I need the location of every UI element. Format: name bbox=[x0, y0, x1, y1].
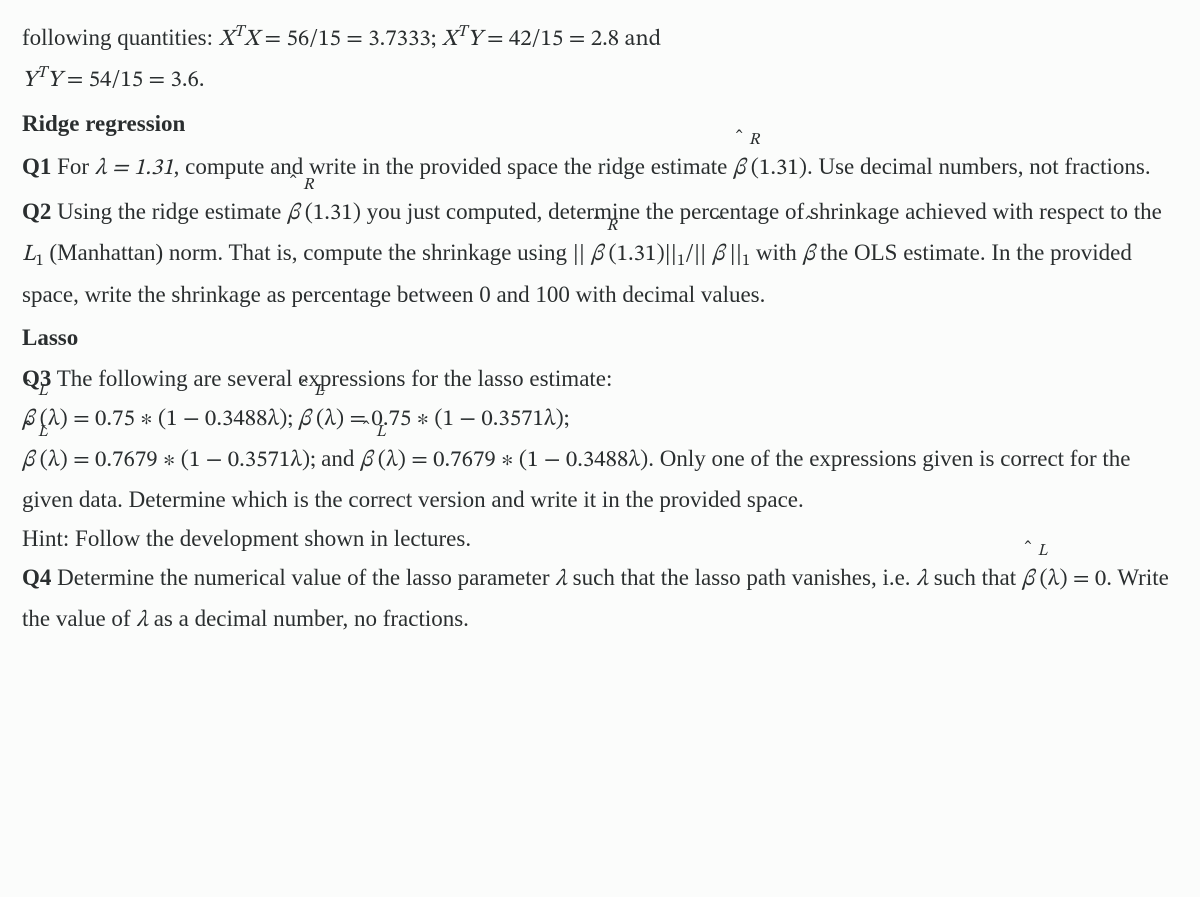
and: and bbox=[321, 446, 360, 471]
q3-equations-line2: ˆβL (λ) = 0.7679 ∗ (1 − 0.3571λ); and ˆβ… bbox=[22, 439, 1178, 519]
text: Determine the numerical value of the las… bbox=[51, 565, 555, 590]
document-body: following quantities: XTX = 56/15 = 3.73… bbox=[22, 18, 1178, 640]
math-yty: YTY bbox=[22, 69, 67, 92]
text: with bbox=[750, 240, 802, 265]
text: such that bbox=[928, 565, 1022, 590]
heading-ridge: Ridge regression bbox=[22, 104, 1178, 143]
text: , compute and write in the provided spac… bbox=[174, 154, 733, 179]
math-xty: XTY bbox=[442, 28, 487, 51]
text: . Use decimal numbers, not fractions. bbox=[807, 154, 1151, 179]
beta-hat-l: ˆβL bbox=[22, 449, 40, 472]
norm-open: || bbox=[573, 243, 585, 266]
text: = 56/15 = 3.7333; bbox=[264, 28, 441, 51]
text: Using the ridge estimate bbox=[51, 199, 287, 224]
math-xtx: XTX bbox=[219, 28, 265, 51]
beta-hat-r: ˆβR bbox=[733, 157, 751, 180]
eq2b: (λ) = 0.7679 ∗ (1 − 0.3488λ) bbox=[378, 449, 649, 472]
text: such that the lasso path vanishes, i.e. bbox=[567, 565, 916, 590]
eq1b: (λ) = 0.75 ∗ (1 − 0.3571λ); bbox=[316, 408, 569, 431]
text: (Manhattan) norm. That is, compute the s… bbox=[44, 240, 573, 265]
beta-hat-l: ˆβL bbox=[1022, 568, 1040, 591]
lambda: λ bbox=[555, 568, 567, 591]
q3-hint: Hint: Follow the development shown in le… bbox=[22, 519, 1178, 558]
eq-zero: (λ) = 0 bbox=[1039, 568, 1106, 591]
lambda-value: λ = 1.31 bbox=[95, 157, 174, 180]
norm-close: || bbox=[730, 243, 742, 266]
eq2a: (λ) = 0.7679 ∗ (1 − 0.3571λ); bbox=[40, 449, 322, 472]
text: as a decimal number, no fractions. bbox=[148, 606, 469, 631]
beta-hat-r: ˆβR bbox=[591, 243, 609, 266]
q4-label: Q4 bbox=[22, 565, 51, 590]
text: = 54/15 = 3.6. bbox=[67, 69, 205, 92]
text: following quantities: bbox=[22, 25, 219, 50]
beta-hat-l: ˆβL bbox=[298, 408, 316, 431]
slash-bars: /|| bbox=[685, 243, 706, 266]
text: For bbox=[51, 154, 94, 179]
q2-label: Q2 bbox=[22, 199, 51, 224]
question-2: Q2 Using the ridge estimate ˆβR (1.31) y… bbox=[22, 192, 1178, 313]
lambda: λ bbox=[136, 609, 148, 632]
question-1: Q1 For λ = 1.31, compute and write in th… bbox=[22, 147, 1178, 188]
intro-line-1: following quantities: XTX = 56/15 = 3.73… bbox=[22, 18, 1178, 59]
q3-equations-line1: ˆβL (λ) = 0.75 ∗ (1 − 0.3488λ); ˆβL (λ) … bbox=[22, 398, 1178, 439]
text: The following are several expressions fo… bbox=[51, 366, 612, 391]
question-3: Q3 The following are several expressions… bbox=[22, 359, 1178, 398]
sub1: 1 bbox=[742, 252, 750, 269]
eq1a: (λ) = 0.75 ∗ (1 − 0.3488λ); bbox=[40, 408, 299, 431]
beta-hat: ˆβ bbox=[712, 243, 730, 266]
q1-label: Q1 bbox=[22, 154, 51, 179]
sub1: 1 bbox=[677, 252, 685, 269]
question-4: Q4 Determine the numerical value of the … bbox=[22, 558, 1178, 640]
beta-hat-r: ˆβR bbox=[287, 202, 305, 225]
text: (1.31)|| bbox=[608, 243, 677, 266]
text: (1.31) bbox=[305, 202, 361, 225]
beta-hat: ˆβ bbox=[803, 243, 821, 266]
lambda: λ bbox=[916, 568, 928, 591]
l1-norm: L1 bbox=[22, 243, 44, 266]
intro-line-2: YTY = 54/15 = 3.6. bbox=[22, 59, 1178, 100]
text: you just computed, determine the percent… bbox=[361, 199, 1162, 224]
text: (1.31) bbox=[751, 157, 807, 180]
text: = 42/15 = 2.8 and bbox=[487, 28, 661, 51]
heading-lasso: Lasso bbox=[22, 318, 1178, 357]
beta-hat-l: ˆβL bbox=[360, 449, 378, 472]
